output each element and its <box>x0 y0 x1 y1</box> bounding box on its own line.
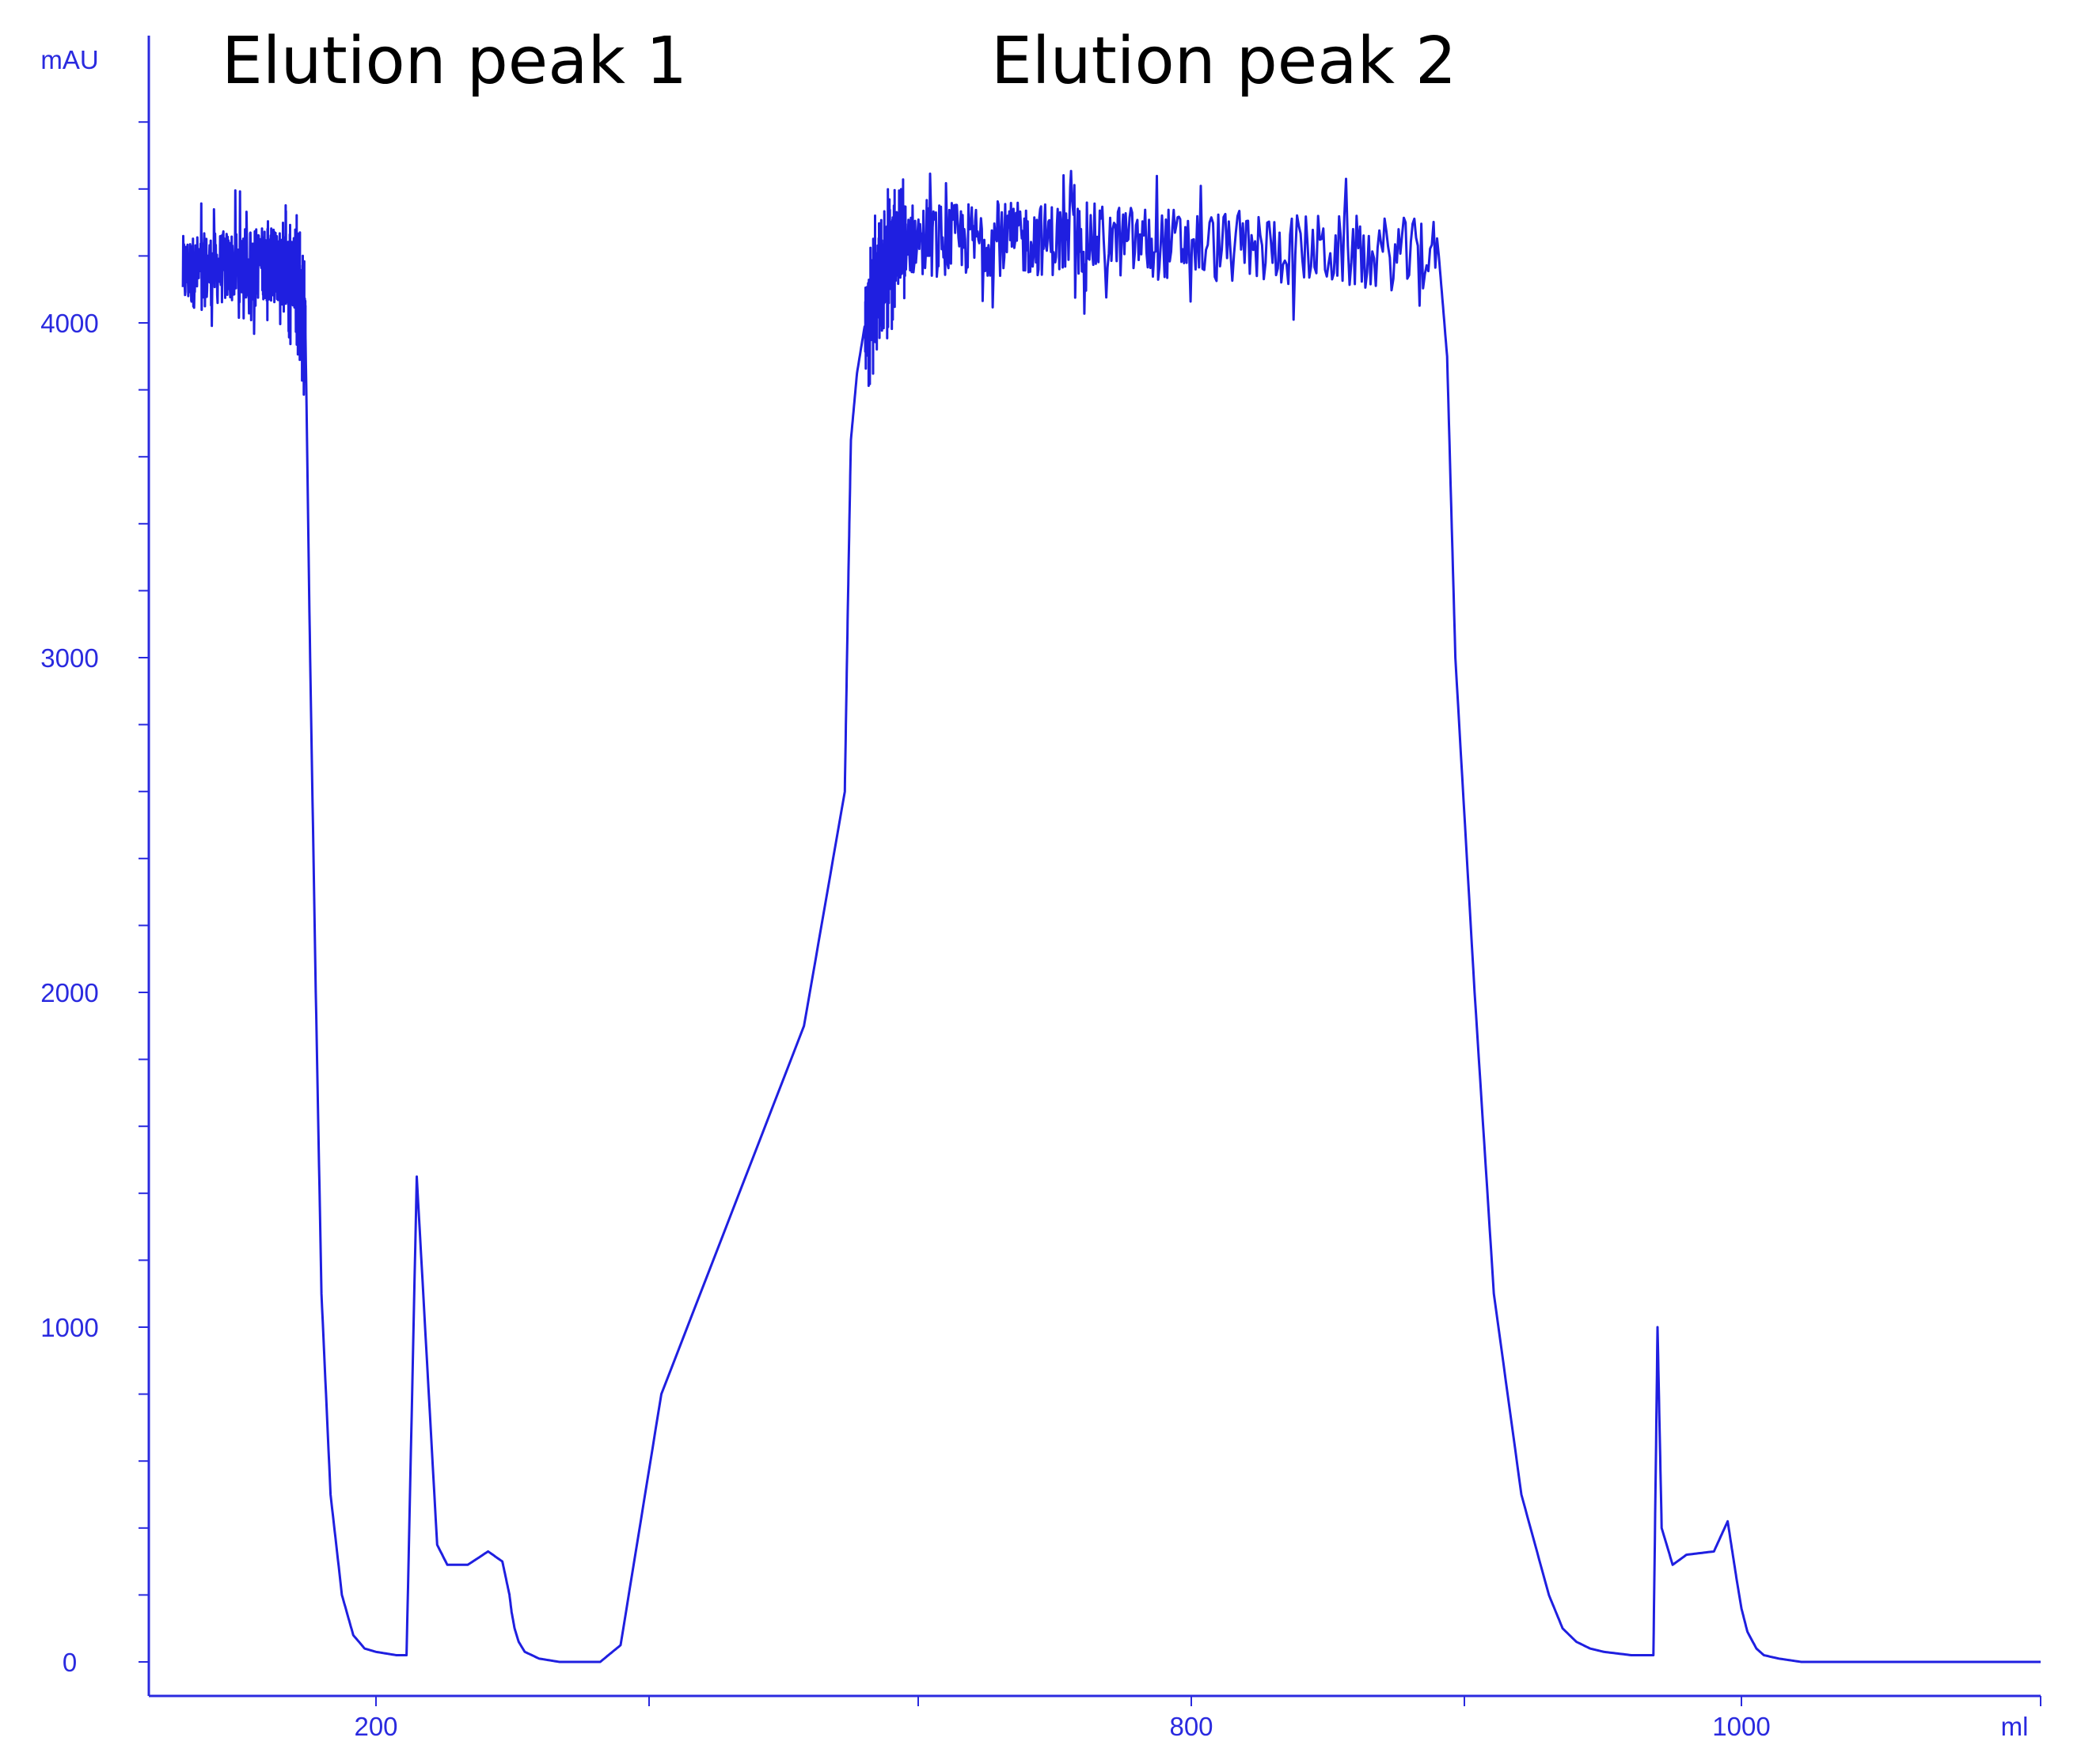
x-minor-ticks <box>375 1696 2041 1706</box>
y-minor-ticks <box>139 121 149 1663</box>
x-tick-label-800: 800 <box>1169 1712 1213 1741</box>
y-tick-label-0: 0 <box>63 1648 77 1677</box>
y-tick-label-2000: 2000 <box>40 978 98 1007</box>
y-tick-label-1000: 1000 <box>40 1313 98 1342</box>
y-tick-label-4000: 4000 <box>40 309 98 338</box>
x-tick-label-1000: 1000 <box>1712 1712 1770 1741</box>
annotation-elution-peak-1: Elution peak 1 <box>222 24 687 99</box>
x-unit-label: ml <box>2001 1712 2029 1741</box>
series-line-absorbance <box>181 169 2041 1663</box>
y-tick-label-3000: 3000 <box>40 643 98 673</box>
y-unit-label: mAU <box>40 45 98 74</box>
x-tick-label-200: 200 <box>354 1712 397 1741</box>
annotation-elution-peak-2: Elution peak 2 <box>991 24 1456 99</box>
